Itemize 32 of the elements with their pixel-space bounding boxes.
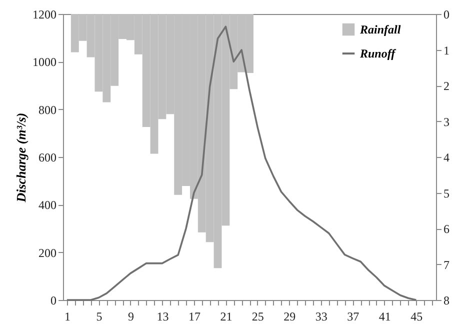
x-tick-label: 1	[64, 310, 70, 324]
x-tick-label: 41	[378, 310, 391, 324]
y2-tick-label: 1	[444, 43, 450, 58]
x-tick-label: 13	[156, 310, 169, 324]
x-tick-label: 25	[252, 310, 264, 324]
y2-tick-label: 6	[444, 222, 450, 236]
y-tick-label: 600	[38, 150, 56, 164]
y-tick-label: 1200	[32, 8, 56, 22]
x-tick-label: 17	[188, 310, 200, 324]
x-tick-label: 21	[220, 310, 232, 324]
y2-tick-label: 7	[444, 258, 450, 272]
legend-label: Runoff	[359, 46, 396, 60]
y2-tick-label: 2	[444, 79, 450, 93]
y-tick-label: 1000	[32, 55, 56, 70]
y-tick-label: 800	[38, 102, 56, 117]
y-tick-label: 0	[50, 294, 56, 308]
y2-tick-label: 4	[444, 150, 450, 164]
x-tick-label: 33	[315, 310, 328, 324]
y2-tick-label: 5	[444, 186, 450, 200]
y-tick-label: 400	[38, 198, 56, 212]
y2-tick-label: 8	[444, 294, 450, 308]
legend-label: Rainfall	[359, 22, 402, 36]
x-tick-label: 5	[96, 310, 102, 324]
y2-tick-label: 0	[444, 8, 450, 22]
x-tick-label: 9	[128, 310, 134, 324]
y-tick-label: 200	[38, 246, 56, 260]
line-series	[66, 26, 418, 301]
x-tick-label: 29	[284, 310, 296, 324]
y2-tick-label: 3	[444, 114, 450, 129]
x-tick-label: 37	[347, 310, 360, 324]
y-axis-title: Discharge (m³/s)	[14, 112, 28, 204]
x-tick-label: 45	[410, 310, 423, 324]
